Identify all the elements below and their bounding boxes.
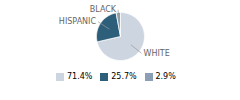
svg-text:BLACK: BLACK	[90, 5, 117, 14]
svg-text:WHITE: WHITE	[144, 49, 170, 58]
html-text:25.7%: 25.7%	[111, 72, 137, 81]
html-text:71.4%: 71.4%	[67, 72, 93, 81]
svg-text:HISPANIC: HISPANIC	[59, 17, 97, 26]
html-text:2.9%: 2.9%	[155, 72, 176, 81]
